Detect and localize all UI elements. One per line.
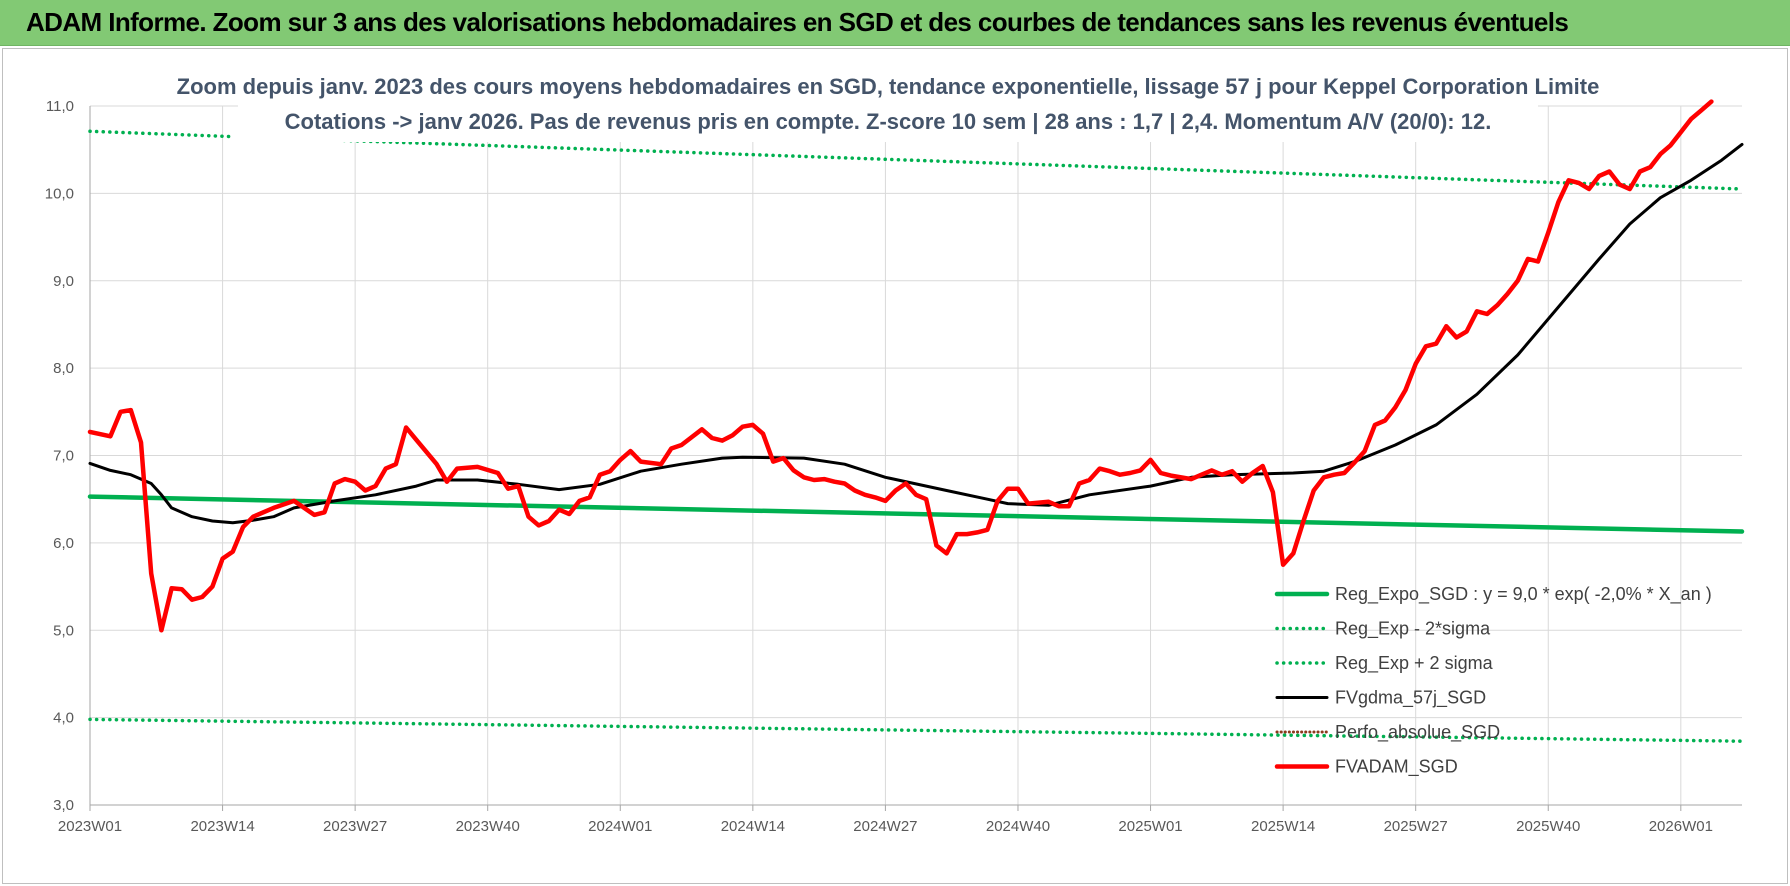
x-tick-label: 2023W27 <box>323 818 387 835</box>
x-tick-label: 2023W01 <box>58 818 122 835</box>
x-tick-label: 2024W27 <box>853 818 917 835</box>
legend-label: Perfo_absolue_SGD <box>1335 722 1500 743</box>
grid-lines <box>89 105 1742 805</box>
chart-subtitle-line-2: Cotations -> janv 2026. Pas de revenus p… <box>285 109 1492 134</box>
series-line-2 <box>322 138 1744 191</box>
subtitle-background <box>238 66 1538 142</box>
x-tick-label: 2025W40 <box>1516 818 1580 835</box>
x-tick-label: 2025W01 <box>1118 818 1182 835</box>
y-tick-label: 8,0 <box>53 360 74 377</box>
legend-label: Reg_Expo_SGD : y = 9,0 * exp( -2,0% * X_… <box>1335 584 1712 605</box>
legend-label: Reg_Exp - 2*sigma <box>1335 619 1491 640</box>
y-tick-label: 4,0 <box>53 710 74 727</box>
y-tick-label: 5,0 <box>53 622 74 639</box>
header-banner: ADAM Informe. Zoom sur 3 ans des valoris… <box>0 0 1790 46</box>
x-tick-label: 2024W40 <box>986 818 1050 835</box>
legend-label: FVADAM_SGD <box>1335 757 1458 778</box>
y-tick-label: 3,0 <box>53 797 74 814</box>
x-tick-label: 2025W14 <box>1251 818 1315 835</box>
y-tick-label: 7,0 <box>53 448 74 465</box>
x-tick-label: 2024W14 <box>721 818 785 835</box>
series-line-5 <box>87 99 1714 633</box>
x-tick-label: 2023W14 <box>190 818 254 835</box>
chart-frame <box>2 48 1788 884</box>
series-line-0 <box>87 494 1745 534</box>
x-tick-label: 2023W40 <box>456 818 520 835</box>
legend-label: Reg_Exp + 2 sigma <box>1335 653 1494 674</box>
x-tick-label: 2024W01 <box>588 818 652 835</box>
chart-subtitle-line-1: Zoom depuis janv. 2023 des cours moyens … <box>177 74 1600 99</box>
axes: 11,0 10,0 9,0 8,0 7,0 6,0 5,0 4,0 3,0 2023W01 2023… <box>45 98 1742 835</box>
x-tick-label: 2025W27 <box>1384 818 1448 835</box>
y-tick-label: 10,0 <box>45 185 74 202</box>
y-tick-label: 6,0 <box>53 535 74 552</box>
page-title: ADAM Informe. Zoom sur 3 ans des valoris… <box>26 7 1569 37</box>
series-line-3 <box>88 142 1744 525</box>
legend-label: FVgdma_57j_SGD <box>1335 688 1486 709</box>
series-line-2 <box>88 129 235 139</box>
series-layer <box>87 99 1745 743</box>
x-tick-label: 2026W01 <box>1649 818 1713 835</box>
series-line-1 <box>88 717 1744 743</box>
y-tick-label: 9,0 <box>53 273 74 290</box>
y-tick-label: 11,0 <box>46 98 74 115</box>
legend: Reg_Expo_SGD : y = 9,0 * exp( -2,0% * X_… <box>1274 584 1712 778</box>
